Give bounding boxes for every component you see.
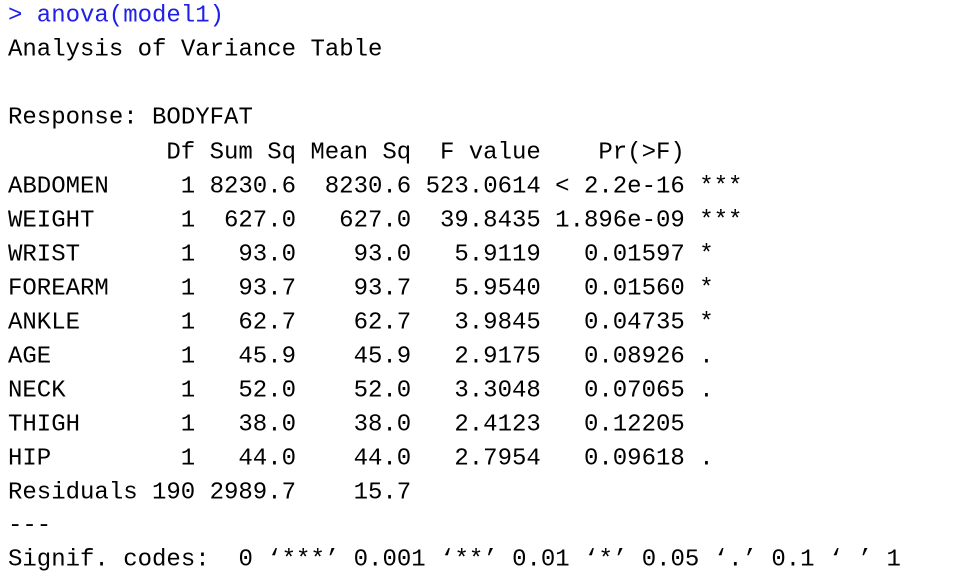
cell: 3.9845 bbox=[454, 309, 540, 336]
response: Response: BODYFAT bbox=[8, 104, 253, 131]
signif: *** bbox=[699, 207, 742, 234]
cell: 3.3048 bbox=[454, 377, 540, 404]
cell: 1 bbox=[181, 173, 195, 200]
cell: 93.0 bbox=[238, 241, 296, 268]
cell: 62.7 bbox=[354, 309, 412, 336]
cell: 1 bbox=[181, 309, 195, 336]
cell: 0.01597 bbox=[584, 241, 685, 268]
cell: 0.07065 bbox=[584, 377, 685, 404]
separator: --- bbox=[8, 512, 51, 539]
column-header: Sum Sq bbox=[210, 139, 296, 166]
cell: 627.0 bbox=[224, 207, 296, 234]
signif: * bbox=[699, 309, 713, 336]
cell: 62.7 bbox=[238, 309, 296, 336]
cell: 0.04735 bbox=[584, 309, 685, 336]
prompt: > bbox=[8, 2, 22, 29]
signif-codes: Signif. codes: 0 ‘***’ 0.001 ‘**’ 0.01 ‘… bbox=[8, 546, 901, 573]
cell: 8230.6 bbox=[325, 173, 411, 200]
row-label: NECK bbox=[8, 377, 66, 404]
row-label: AGE bbox=[8, 343, 51, 370]
cell: 1 bbox=[181, 275, 195, 302]
cell: 1.896e-09 bbox=[555, 207, 685, 234]
row-label: Residuals bbox=[8, 479, 138, 506]
signif: * bbox=[699, 241, 713, 268]
cell: 0.08926 bbox=[584, 343, 685, 370]
cell: 93.0 bbox=[354, 241, 412, 268]
signif: . bbox=[699, 343, 713, 370]
cell: 15.7 bbox=[354, 479, 412, 506]
cell: 2.4123 bbox=[454, 411, 540, 438]
cell: 44.0 bbox=[354, 445, 412, 472]
cell: 52.0 bbox=[238, 377, 296, 404]
cell: 1 bbox=[181, 207, 195, 234]
cell: 45.9 bbox=[354, 343, 412, 370]
cell: 1 bbox=[181, 411, 195, 438]
row-label: HIP bbox=[8, 445, 51, 472]
column-header: Df bbox=[166, 139, 195, 166]
cell: 2.9175 bbox=[454, 343, 540, 370]
row-label: WEIGHT bbox=[8, 207, 94, 234]
cell: 523.0614 bbox=[426, 173, 541, 200]
row-label: FOREARM bbox=[8, 275, 109, 302]
cell: 44.0 bbox=[238, 445, 296, 472]
cell: 190 bbox=[152, 479, 195, 506]
command: anova(model1) bbox=[37, 2, 224, 29]
signif: . bbox=[699, 445, 713, 472]
row-label: WRIST bbox=[8, 241, 80, 268]
signif: * bbox=[699, 275, 713, 302]
cell: 1 bbox=[181, 377, 195, 404]
cell: 39.8435 bbox=[440, 207, 541, 234]
cell: 0.12205 bbox=[584, 411, 685, 438]
cell: 8230.6 bbox=[210, 173, 296, 200]
cell: 93.7 bbox=[354, 275, 412, 302]
cell: 1 bbox=[181, 445, 195, 472]
signif: . bbox=[699, 377, 713, 404]
cell: 2.7954 bbox=[454, 445, 540, 472]
cell: 5.9119 bbox=[454, 241, 540, 268]
cell: 38.0 bbox=[354, 411, 412, 438]
output-title: Analysis of Variance Table bbox=[8, 36, 382, 63]
cell: < 2.2e-16 bbox=[555, 173, 685, 200]
column-header: Pr(>F) bbox=[598, 139, 684, 166]
cell: 52.0 bbox=[354, 377, 412, 404]
cell: 1 bbox=[181, 241, 195, 268]
cell: 2989.7 bbox=[210, 479, 296, 506]
cell: 38.0 bbox=[238, 411, 296, 438]
cell: 93.7 bbox=[238, 275, 296, 302]
cell: 1 bbox=[181, 343, 195, 370]
cell: 0.01560 bbox=[584, 275, 685, 302]
column-header: Mean Sq bbox=[310, 139, 411, 166]
cell: 0.09618 bbox=[584, 445, 685, 472]
row-label: THIGH bbox=[8, 411, 80, 438]
column-header: F value bbox=[440, 139, 541, 166]
cell: 627.0 bbox=[339, 207, 411, 234]
signif: *** bbox=[699, 173, 742, 200]
cell: 5.9540 bbox=[454, 275, 540, 302]
row-label: ABDOMEN bbox=[8, 173, 109, 200]
cell: 45.9 bbox=[238, 343, 296, 370]
row-label: ANKLE bbox=[8, 309, 80, 336]
